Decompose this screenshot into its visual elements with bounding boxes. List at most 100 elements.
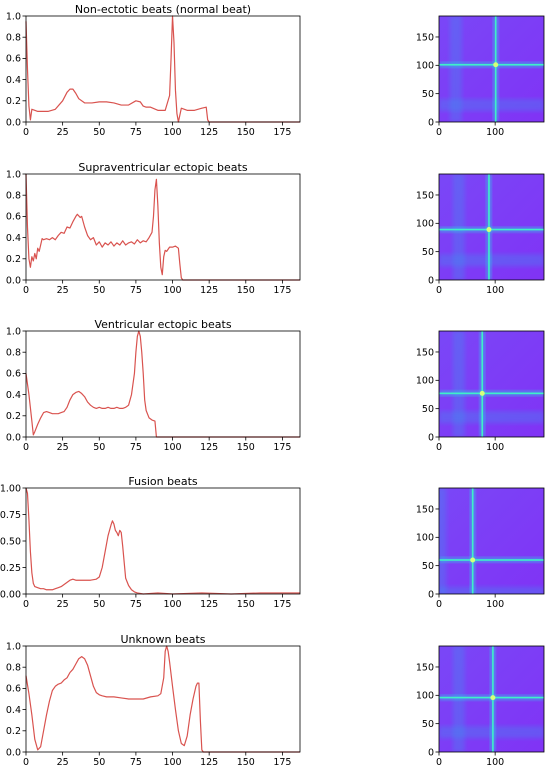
chart-title: Ventricular ectopic beats bbox=[94, 318, 231, 331]
chart-title: Non-ectotic beats (normal beat) bbox=[75, 3, 251, 16]
plot-frame bbox=[25, 487, 301, 595]
y-tick-label: 50 bbox=[422, 561, 434, 572]
y-tick-label: 0.6 bbox=[6, 684, 21, 695]
x-tick-label: 100 bbox=[486, 442, 504, 453]
y-tick-label: 50 bbox=[422, 89, 434, 100]
x-tick-label: 150 bbox=[237, 757, 255, 768]
y-tick-label: 150 bbox=[416, 662, 434, 673]
plot-frame bbox=[25, 173, 301, 281]
x-tick-label: 125 bbox=[200, 599, 218, 610]
x-tick-label: 50 bbox=[93, 757, 105, 768]
series-line bbox=[25, 15, 300, 123]
heatmap-faint-band-v bbox=[449, 16, 462, 122]
y-tick-label: 0.2 bbox=[6, 726, 21, 737]
heatmap-3: 0 100 0 50 100 150 bbox=[416, 487, 545, 610]
chart-title: Unknown beats bbox=[120, 633, 205, 646]
y-tick-label: 100 bbox=[416, 691, 434, 702]
y-tick-label: 150 bbox=[416, 190, 434, 201]
y-tick-label: 0 bbox=[428, 117, 434, 128]
heatmap-frame bbox=[438, 487, 545, 595]
heatmap-frame bbox=[438, 173, 545, 281]
y-tick-label: 1.0 bbox=[6, 326, 21, 337]
y-tick-label: 0 bbox=[428, 589, 434, 600]
x-tick-label: 25 bbox=[57, 442, 69, 453]
y-tick-label: 1.00 bbox=[0, 483, 21, 494]
y-tick-label: 0.8 bbox=[6, 33, 21, 44]
y-tick-label: 100 bbox=[416, 376, 434, 387]
x-tick-label: 0 bbox=[436, 127, 442, 138]
y-tick-label: 150 bbox=[416, 32, 434, 43]
x-tick-label: 100 bbox=[163, 127, 181, 138]
y-tick-label: 150 bbox=[416, 504, 434, 515]
x-tick-label: 50 bbox=[93, 285, 105, 296]
x-tick-label: 175 bbox=[273, 127, 291, 138]
x-tick-label: 0 bbox=[436, 599, 442, 610]
x-tick-label: 150 bbox=[237, 127, 255, 138]
y-tick-label: 0.0 bbox=[6, 747, 21, 758]
heatmap-bright-line-h bbox=[439, 228, 544, 231]
y-tick-label: 0.8 bbox=[6, 191, 21, 202]
heatmap-bright-line-h bbox=[439, 392, 544, 395]
plot-frame bbox=[25, 15, 301, 123]
y-tick-label: 0 bbox=[428, 275, 434, 286]
x-tick-label: 75 bbox=[130, 127, 142, 138]
line-chart-4: 0 25 50 75 100 125 150 175 0.0 0.2 0.4 0.6 0.8 1.0 Unk… bbox=[6, 633, 301, 768]
y-tick-label: 100 bbox=[416, 61, 434, 72]
series-line bbox=[25, 330, 300, 438]
x-tick-label: 25 bbox=[57, 757, 69, 768]
heatmap-faint-band-v bbox=[439, 488, 447, 594]
heatmap-frame bbox=[438, 330, 545, 438]
x-tick-label: 175 bbox=[273, 285, 291, 296]
y-tick-label: 0 bbox=[428, 432, 434, 443]
x-tick-label: 0 bbox=[23, 599, 29, 610]
x-tick-label: 0 bbox=[23, 757, 29, 768]
x-tick-label: 25 bbox=[57, 285, 69, 296]
y-tick-label: 0.75 bbox=[0, 510, 21, 521]
heatmap-bright-line-v bbox=[488, 174, 490, 280]
y-tick-label: 0.0 bbox=[6, 275, 21, 286]
heatmap-peak bbox=[493, 62, 499, 68]
y-tick-label: 0.50 bbox=[0, 536, 21, 547]
y-tick-label: 0 bbox=[428, 747, 434, 758]
line-chart-0: 0 25 50 75 100 125 150 175 0.0 0.2 0.4 0.6 0.8 1.0 Non… bbox=[6, 3, 301, 138]
heatmap-peak bbox=[486, 227, 492, 233]
x-tick-label: 175 bbox=[273, 757, 291, 768]
chart-title: Supraventricular ectopic beats bbox=[78, 161, 247, 174]
heatmap-faint-band-v bbox=[452, 174, 465, 280]
y-tick-label: 0.8 bbox=[6, 663, 21, 674]
y-tick-label: 1.0 bbox=[6, 641, 21, 652]
y-tick-label: 0.2 bbox=[6, 96, 21, 107]
x-tick-label: 0 bbox=[436, 285, 442, 296]
heatmap-1: 0 100 0 50 100 150 bbox=[416, 173, 545, 296]
x-tick-label: 0 bbox=[23, 285, 29, 296]
heatmap-image bbox=[439, 488, 544, 594]
x-tick-label: 75 bbox=[130, 285, 142, 296]
y-tick-label: 50 bbox=[422, 404, 434, 415]
y-tick-label: 0.4 bbox=[6, 75, 21, 86]
y-tick-label: 0.2 bbox=[6, 254, 21, 265]
heatmap-2: 0 100 0 50 100 150 bbox=[416, 330, 545, 453]
series-line bbox=[25, 645, 300, 753]
x-tick-label: 25 bbox=[57, 599, 69, 610]
x-tick-label: 150 bbox=[237, 442, 255, 453]
heatmap-bright-line-v bbox=[481, 331, 484, 437]
heatmap-faint-band-h bbox=[439, 98, 544, 111]
y-tick-label: 0.4 bbox=[6, 705, 21, 716]
line-chart-3: 0 25 50 75 100 125 150 175 0.00 0.25 0.50 0.75 1.00 F… bbox=[0, 475, 301, 610]
y-tick-label: 0.00 bbox=[0, 589, 21, 600]
x-tick-label: 75 bbox=[130, 599, 142, 610]
heatmap-bright-line-h bbox=[439, 559, 544, 561]
heatmap-4: 0 100 0 50 100 150 bbox=[416, 645, 545, 768]
heatmap-bright-line-h bbox=[439, 63, 544, 66]
y-tick-label: 0.0 bbox=[6, 432, 21, 443]
x-tick-label: 100 bbox=[163, 442, 181, 453]
x-tick-label: 125 bbox=[200, 757, 218, 768]
x-tick-label: 100 bbox=[163, 757, 181, 768]
x-tick-label: 0 bbox=[436, 442, 442, 453]
x-tick-label: 125 bbox=[200, 442, 218, 453]
heatmap-image bbox=[439, 331, 544, 437]
x-tick-label: 100 bbox=[163, 285, 181, 296]
plot-frame bbox=[25, 330, 301, 438]
x-tick-label: 75 bbox=[130, 442, 142, 453]
